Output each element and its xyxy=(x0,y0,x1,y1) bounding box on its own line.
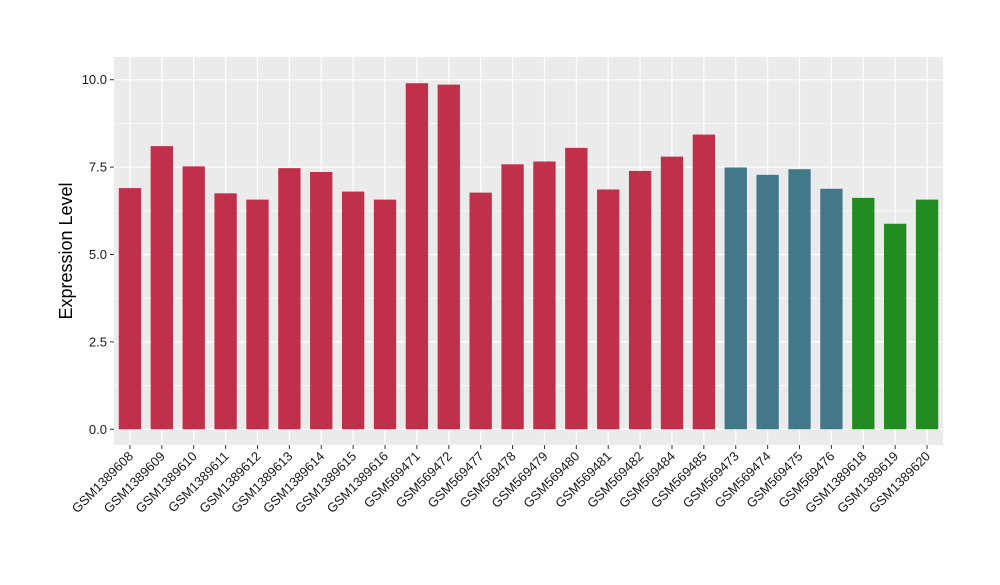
bar xyxy=(278,168,301,430)
bars-group xyxy=(118,83,939,430)
bar xyxy=(373,199,397,430)
y-tick-label: 2.5 xyxy=(89,334,107,349)
bar xyxy=(565,147,588,430)
bar xyxy=(182,166,205,430)
bar xyxy=(437,84,460,430)
bar xyxy=(597,189,620,430)
bar xyxy=(724,167,747,430)
bar xyxy=(884,223,907,430)
bar xyxy=(150,146,173,430)
bar xyxy=(628,170,652,430)
bar xyxy=(405,83,429,430)
y-tick-label: 7.5 xyxy=(89,160,107,175)
bar xyxy=(820,188,843,430)
bar xyxy=(118,188,142,430)
y-axis: 0.0 2.5 5.0 7.5 10.0 xyxy=(82,72,114,437)
bar xyxy=(310,172,333,430)
y-axis-label: Expression Level xyxy=(56,182,76,319)
bar xyxy=(852,197,875,430)
bar xyxy=(915,199,939,430)
bar xyxy=(788,169,811,430)
bar xyxy=(756,174,779,430)
y-tick-label: 0.0 xyxy=(89,422,107,437)
y-tick-label: 10.0 xyxy=(82,72,107,87)
y-tick-label: 5.0 xyxy=(89,247,107,262)
bar xyxy=(660,156,684,430)
bar xyxy=(533,161,556,430)
plot-panel xyxy=(114,57,943,445)
bar xyxy=(501,164,524,430)
bar xyxy=(246,199,269,430)
bar xyxy=(469,192,492,430)
x-axis: GSM1389608GSM1389609GSM1389610GSM1389611… xyxy=(69,445,933,516)
bar xyxy=(214,193,237,430)
bar xyxy=(341,191,365,430)
bar xyxy=(692,134,716,430)
